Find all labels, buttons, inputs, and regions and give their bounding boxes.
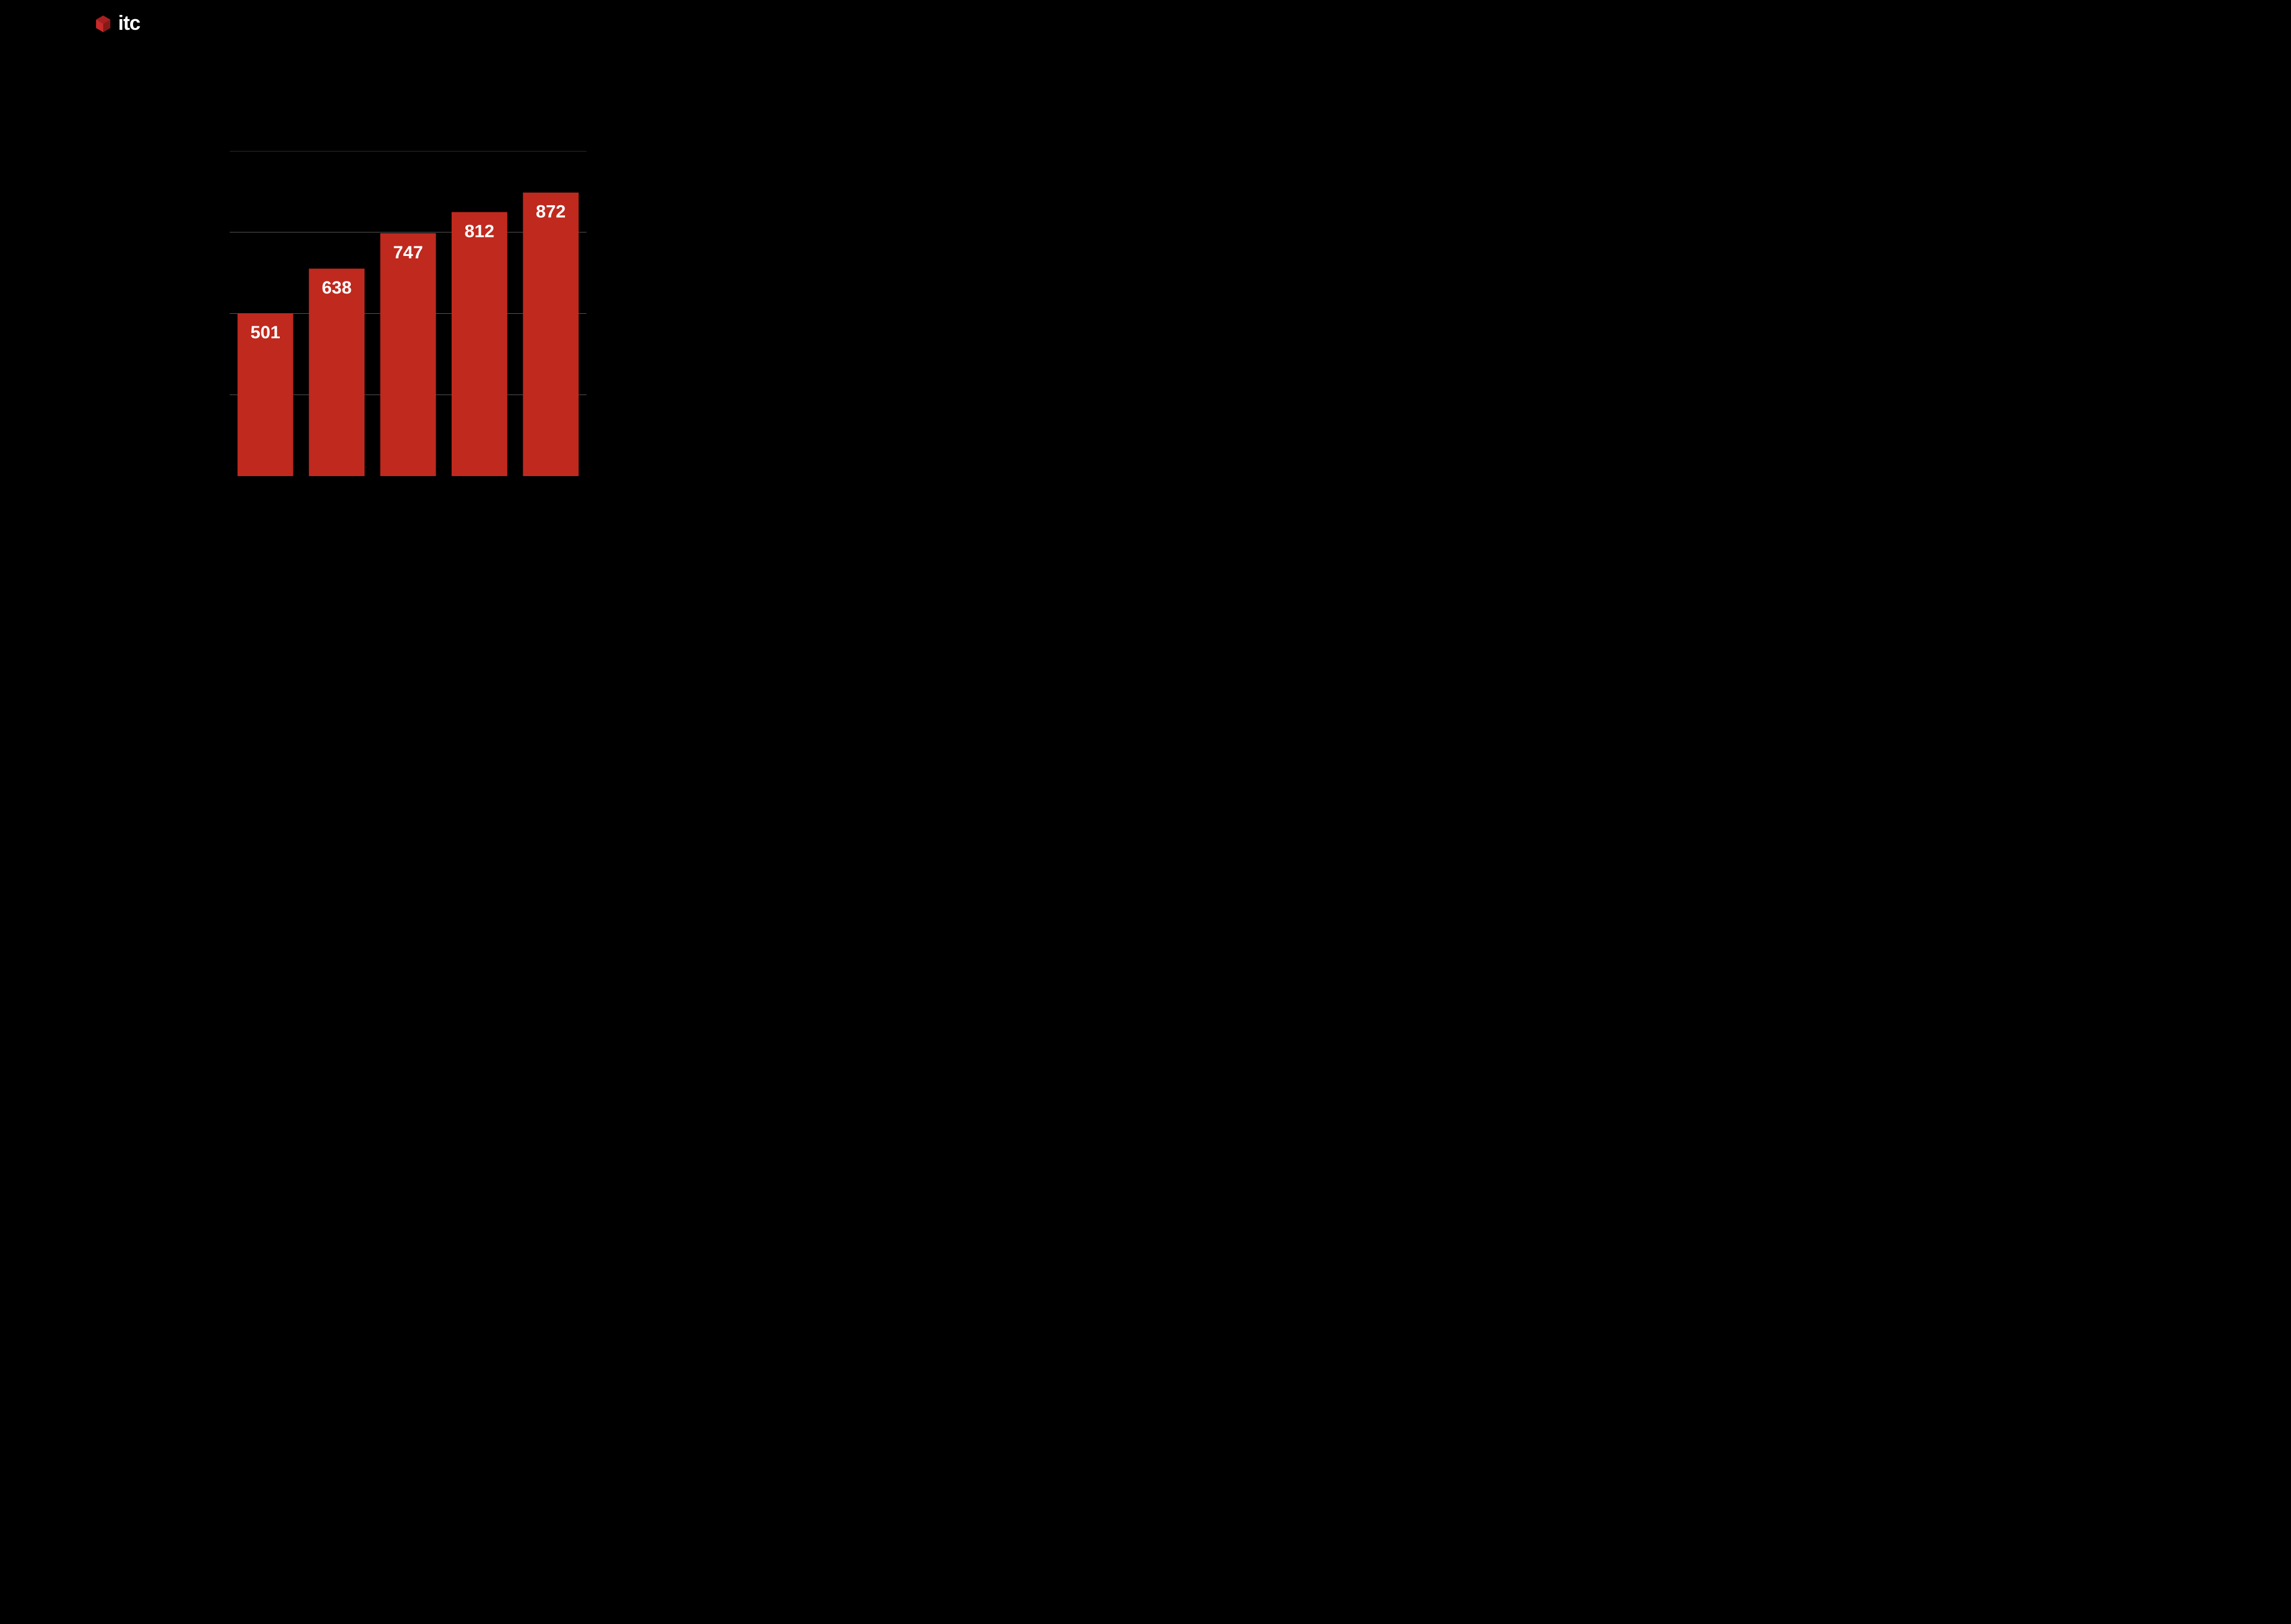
bar-chart: 501 638 747 812 872 <box>230 151 586 476</box>
logo-hex-icon <box>94 15 112 33</box>
bar <box>452 212 507 476</box>
bar <box>309 268 365 476</box>
logo-text: itc <box>118 12 140 35</box>
chart-canvas: itc 501 638 747 812 872 <box>0 0 779 552</box>
bar-value-label: 872 <box>536 202 566 222</box>
bar <box>523 193 579 476</box>
bar-value-label: 638 <box>322 278 351 298</box>
bar <box>380 233 436 476</box>
bar-value-label: 812 <box>465 221 495 241</box>
bar-value-label: 747 <box>393 243 423 263</box>
bar-value-label: 501 <box>251 323 280 342</box>
brand-logo: itc <box>94 12 140 35</box>
